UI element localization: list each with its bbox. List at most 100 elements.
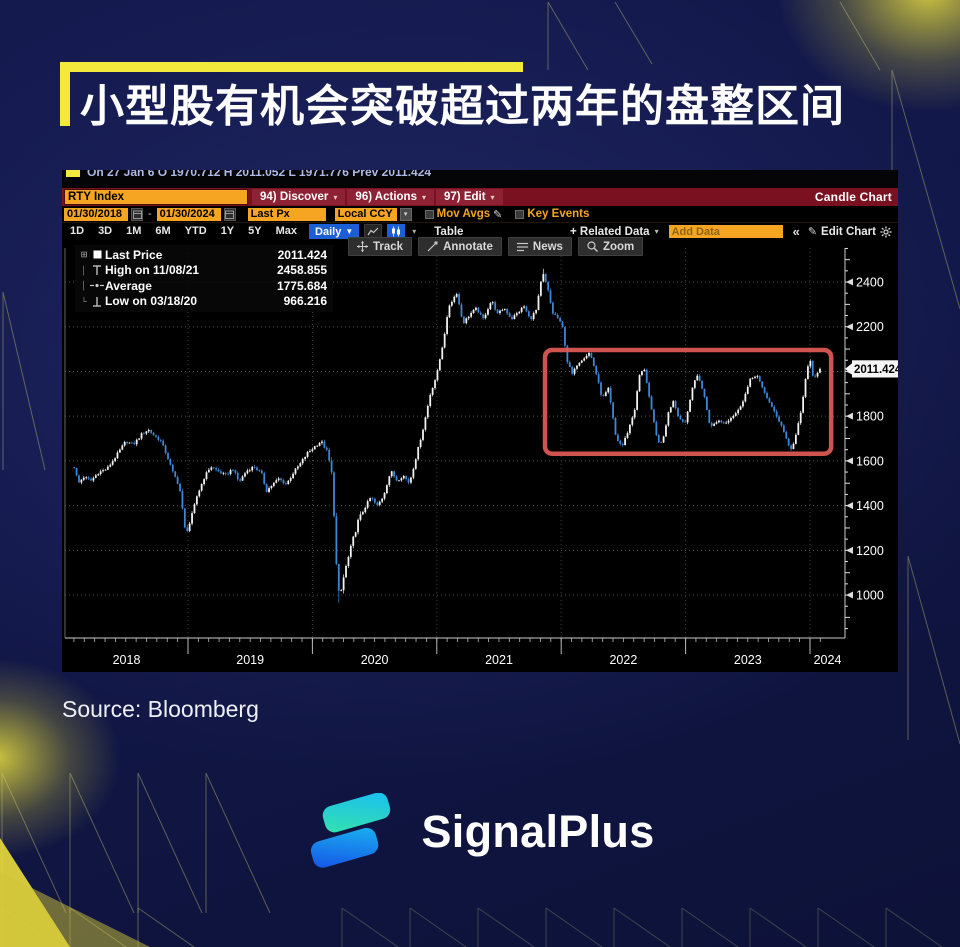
zoom-icon xyxy=(587,241,598,252)
annotate-button[interactable]: Annotate xyxy=(418,237,502,256)
table-button[interactable]: Table xyxy=(434,225,464,238)
svg-text:2200: 2200 xyxy=(856,320,884,334)
news-button[interactable]: News xyxy=(507,237,572,256)
brand-name: SignalPlus xyxy=(421,806,655,857)
svg-text:1000: 1000 xyxy=(856,589,884,603)
caret-down-icon: ▼ xyxy=(345,227,354,236)
period-button-1m[interactable]: 1M xyxy=(126,225,142,237)
period-row: 1D 3D 1M 6M YTD 1Y 5Y Max Daily ▼ ▾ Table + Rela… xyxy=(62,223,898,240)
candlestick-chart[interactable]: 1000120014001600180020002200240020182019… xyxy=(62,240,898,672)
legend-label: Last Price xyxy=(105,247,163,262)
title-accent-bar xyxy=(60,62,523,72)
annotate-icon xyxy=(427,241,438,252)
svg-text:1800: 1800 xyxy=(856,410,884,424)
legend-value: 966.216 xyxy=(283,294,327,309)
caret-down-icon: ▾ xyxy=(333,192,338,202)
edit-chart-button[interactable]: ✎ Edit Chart xyxy=(808,225,892,238)
period-button-3d[interactable]: 3D xyxy=(98,225,113,237)
menu-actions[interactable]: 96) Actions ▾ xyxy=(347,189,434,205)
ticker-strip: On 27 Jan 6 O 1970.712 H 2011.052 L 1971… xyxy=(62,170,898,188)
mov-avgs-pencil-icon[interactable]: ✎ xyxy=(493,208,503,221)
menu-edit[interactable]: 97) Edit ▾ xyxy=(436,189,503,205)
collapse-button[interactable]: « xyxy=(792,224,800,239)
legend-tree-guide: └ xyxy=(81,296,87,306)
source-attribution: Source: Bloomberg xyxy=(62,696,259,722)
period-button-5y[interactable]: 5Y xyxy=(248,225,262,237)
signalplus-logo-icon xyxy=(311,793,391,868)
svg-text:2020: 2020 xyxy=(361,653,389,667)
svg-text:1200: 1200 xyxy=(856,544,884,558)
solid-triangle-bottom-left-2 xyxy=(0,872,150,947)
caret-down-icon: ▾ xyxy=(490,192,495,202)
legend-tree-guide: │ xyxy=(81,265,87,275)
chart-toolbar: Track Annotate News Zoom xyxy=(348,237,644,256)
bloomberg-terminal-panel: On 27 Jan 6 O 1970.712 H 2011.052 L 1971… xyxy=(62,170,898,672)
date-from-input[interactable]: 01/30/2018 xyxy=(64,207,128,221)
terminal-titlebar: RTY Index 94) Discover ▾ 96) Actions ▾ 97) E… xyxy=(62,188,898,206)
brand-row: SignalPlus xyxy=(0,793,960,871)
ticker-flag-icon xyxy=(66,170,80,177)
security-input[interactable]: RTY Index xyxy=(64,189,248,205)
svg-text:1400: 1400 xyxy=(856,499,884,513)
legend-value: 2011.424 xyxy=(277,247,327,262)
track-icon xyxy=(357,241,368,252)
calendar-icon[interactable] xyxy=(223,207,236,221)
svg-text:2022: 2022 xyxy=(609,653,637,667)
legend-value: 2458.855 xyxy=(276,263,327,278)
related-data-button[interactable]: + Related Data ▾ xyxy=(570,225,659,238)
price-field-select[interactable]: Last Px xyxy=(247,207,326,221)
legend-tree-guide: │ xyxy=(81,281,87,291)
svg-text:2018: 2018 xyxy=(113,653,141,667)
frequency-select[interactable]: Daily ▼ xyxy=(309,224,360,239)
pencil-icon: ✎ xyxy=(807,226,818,238)
zoom-button[interactable]: Zoom xyxy=(577,237,644,256)
period-button-max[interactable]: Max xyxy=(275,225,298,237)
settings-row: 01/30/2018 - 01/30/2024 Last Px Local CC… xyxy=(62,206,898,223)
last-price-tag: 2011.424 xyxy=(845,360,898,378)
caret-down-icon: ▾ xyxy=(654,227,659,236)
mov-avgs-checkbox[interactable] xyxy=(424,209,434,219)
svg-text:2019: 2019 xyxy=(236,653,264,667)
key-events-checkbox[interactable] xyxy=(515,209,525,219)
legend-marker-high-icon xyxy=(89,265,105,276)
currency-select[interactable]: Local CCY xyxy=(334,207,397,221)
legend-row-low: └ Low on 03/18/20 966.216 xyxy=(79,294,327,310)
news-icon xyxy=(516,242,528,252)
consolidation-highlight-box xyxy=(542,347,834,456)
ticker-text: On 27 Jan 6 O 1970.712 H 2011.052 L 1971… xyxy=(87,170,432,179)
chart-area[interactable]: 1000120014001600180020002200240020182019… xyxy=(62,237,898,672)
svg-text:2021: 2021 xyxy=(485,653,513,667)
legend-row-last: ⊞ Last Price 2011.424 xyxy=(79,247,327,263)
svg-text:2400: 2400 xyxy=(856,276,884,290)
page-title: 小型股有机会突破超过两年的盘整区间 xyxy=(80,82,845,131)
chart-type-label: Candle Chart xyxy=(814,190,892,204)
period-button-1y[interactable]: 1Y xyxy=(220,225,235,237)
currency-dropdown-icon[interactable]: ▾ xyxy=(399,207,412,221)
svg-text:1600: 1600 xyxy=(856,454,884,468)
period-button-6m[interactable]: 6M xyxy=(155,225,171,237)
sawtooth-outlines-faint xyxy=(341,907,943,947)
date-to-input[interactable]: 01/30/2024 xyxy=(156,207,221,221)
track-button[interactable]: Track xyxy=(348,237,413,256)
mov-avgs-label[interactable]: Mov Avgs xyxy=(436,208,491,220)
legend-marker-average-icon xyxy=(89,281,105,290)
legend-marker-low-icon xyxy=(89,296,105,307)
period-button-1d[interactable]: 1D xyxy=(70,225,85,237)
gear-icon[interactable] xyxy=(880,226,892,238)
chart-legend: ⊞ Last Price 2011.424 │ High on 11/08/21 2458… xyxy=(75,245,333,312)
date-range-dash: - xyxy=(148,208,152,220)
menu-discover[interactable]: 94) Discover ▾ xyxy=(252,189,346,205)
add-data-input[interactable] xyxy=(668,225,783,238)
legend-row-high: │ High on 11/08/21 2458.855 xyxy=(79,263,328,279)
legend-tree-guide: ⊞ xyxy=(80,250,88,260)
key-events-label[interactable]: Key Events xyxy=(527,208,590,220)
title-accent-corner xyxy=(60,62,70,126)
svg-text:2011.424: 2011.424 xyxy=(854,364,898,376)
legend-label: Low on 03/18/20 xyxy=(105,294,198,309)
legend-marker-square-icon xyxy=(89,250,105,259)
calendar-icon[interactable] xyxy=(131,207,143,221)
caret-down-icon: ▾ xyxy=(421,192,426,202)
chart-style-dropdown-icon[interactable]: ▾ xyxy=(412,227,417,236)
legend-label: Average xyxy=(105,278,152,293)
period-button-ytd[interactable]: YTD xyxy=(184,225,207,237)
